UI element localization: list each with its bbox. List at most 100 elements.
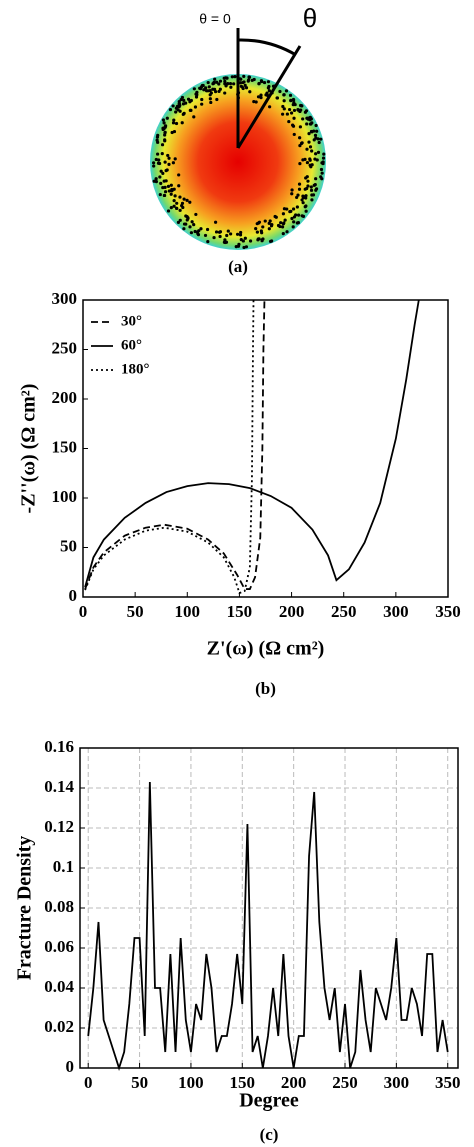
dot <box>156 152 160 156</box>
dot <box>167 156 171 160</box>
dot <box>163 133 167 137</box>
dot <box>319 167 324 172</box>
dot <box>152 164 156 168</box>
dot <box>267 227 271 231</box>
dot <box>207 85 211 89</box>
dot <box>306 117 310 121</box>
dot <box>166 209 171 213</box>
dot <box>154 157 158 162</box>
dot <box>289 98 293 102</box>
dot <box>284 89 289 93</box>
dot <box>281 232 285 236</box>
dot <box>212 80 216 85</box>
dot <box>292 116 296 120</box>
dot <box>182 98 186 102</box>
dot <box>171 121 176 125</box>
series-line <box>84 299 266 590</box>
dot <box>188 100 192 104</box>
dot <box>315 129 319 133</box>
y-tick-label: 0.14 <box>44 777 74 796</box>
dot <box>154 177 158 181</box>
x-tick-label: 50 <box>127 602 144 621</box>
dot <box>310 193 314 197</box>
dot <box>288 93 293 97</box>
dot <box>255 222 259 226</box>
dot <box>320 171 324 175</box>
dot <box>275 96 280 100</box>
dot <box>163 125 167 129</box>
dot <box>259 93 263 97</box>
y-axis-label: Fracture Density <box>14 836 36 981</box>
dot <box>292 132 296 137</box>
dot <box>161 171 165 175</box>
dot <box>193 229 197 234</box>
dot <box>283 218 287 222</box>
dot <box>188 225 192 229</box>
dot <box>308 163 312 167</box>
dot <box>200 97 204 102</box>
dot <box>161 185 165 190</box>
dot <box>280 225 285 229</box>
dot <box>172 118 176 122</box>
dot <box>252 100 256 104</box>
dot <box>299 108 303 112</box>
dot <box>263 219 267 223</box>
dot <box>173 157 177 161</box>
dot <box>242 245 246 250</box>
dot <box>301 196 305 200</box>
dot <box>225 233 229 238</box>
theta-label: θ <box>303 3 317 33</box>
dot <box>217 230 222 234</box>
dot <box>281 112 285 116</box>
dot <box>262 80 267 85</box>
angle-arc <box>237 38 297 57</box>
dot <box>239 230 243 235</box>
dot <box>282 99 286 103</box>
dot <box>257 237 261 241</box>
dot <box>312 129 316 133</box>
dot <box>285 230 289 234</box>
x-axis-label: Z'(ω) (Ω cm²) <box>207 638 325 660</box>
dot <box>310 198 314 202</box>
dot <box>320 161 324 165</box>
dot <box>194 95 199 99</box>
dot <box>256 95 261 99</box>
dot <box>278 224 282 229</box>
dot <box>176 220 181 224</box>
x-tick-label: 100 <box>178 1073 204 1092</box>
dot <box>300 141 304 145</box>
dot <box>287 107 292 112</box>
dot <box>309 122 313 126</box>
dot <box>199 227 203 231</box>
dot <box>282 107 286 111</box>
dot <box>282 93 286 97</box>
dot <box>306 179 310 183</box>
dot <box>301 201 305 205</box>
dot <box>223 91 227 95</box>
y-tick-label: 50 <box>60 536 77 555</box>
dot <box>297 182 302 186</box>
legend-label: 180° <box>121 361 150 377</box>
dot <box>171 161 175 165</box>
dot <box>168 107 173 112</box>
series-line <box>84 299 255 595</box>
dot <box>314 177 318 181</box>
dot <box>234 245 238 249</box>
dot <box>163 130 167 134</box>
dot <box>259 96 263 100</box>
dot <box>297 213 301 217</box>
dot <box>159 181 163 185</box>
dot <box>228 81 233 86</box>
dot <box>244 86 249 90</box>
legend-label: 30° <box>121 313 142 329</box>
y-tick-label: 0.02 <box>44 1017 74 1036</box>
dot <box>235 232 240 236</box>
dot <box>261 225 265 229</box>
dot <box>169 206 173 210</box>
dot <box>261 237 265 241</box>
dot <box>200 102 204 106</box>
y-tick-label: 0.16 <box>44 737 74 756</box>
dot <box>171 104 175 108</box>
dot <box>241 239 245 243</box>
dot <box>194 212 198 217</box>
